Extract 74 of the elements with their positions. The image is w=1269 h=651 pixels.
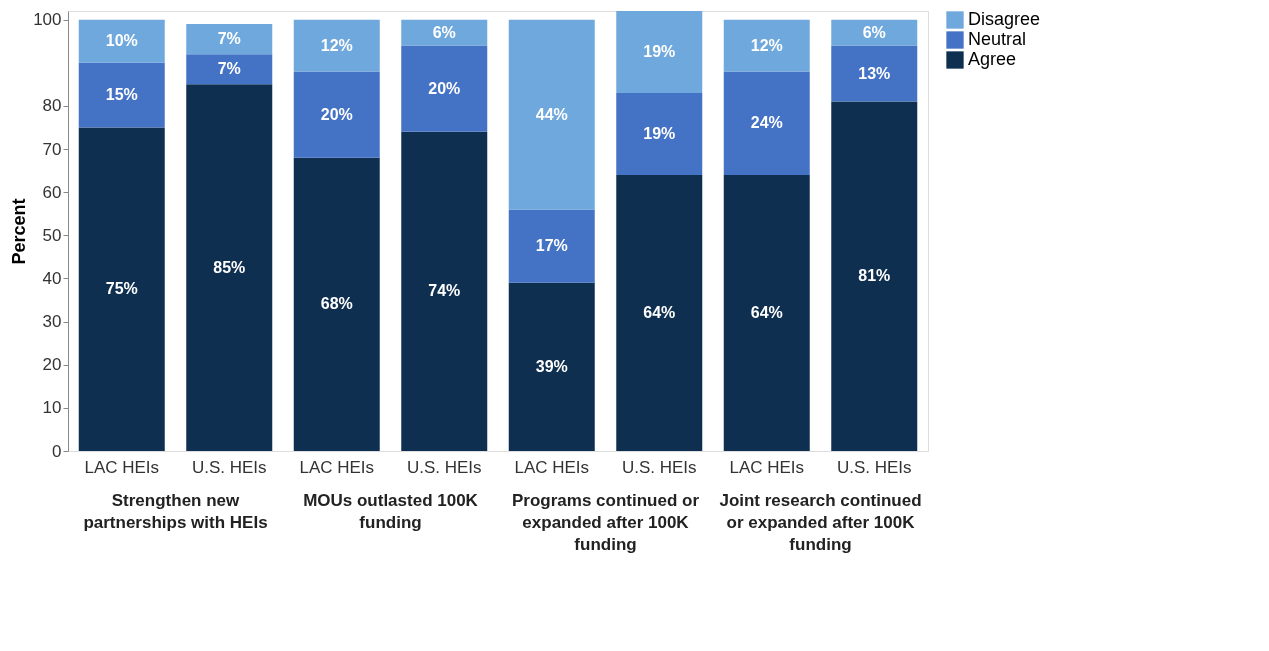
- data-label: 64%: [643, 303, 676, 321]
- x-tick-label: U.S. HEIs: [406, 457, 482, 477]
- bar: [616, 174, 703, 451]
- bar: [723, 19, 810, 72]
- text: Strengthen new partnerships with HEIs: [83, 491, 268, 532]
- data-label: 15%: [105, 86, 138, 104]
- data-label: 68%: [320, 295, 353, 313]
- bar: [508, 19, 595, 210]
- data-label: 81%: [858, 267, 891, 285]
- y-axis-title: Percent: [9, 198, 30, 265]
- text: MOUs outlasted 100K funding: [303, 491, 479, 532]
- bar: [831, 19, 918, 46]
- bar: [401, 19, 488, 46]
- x-tick-label: LAC HEIs: [84, 457, 160, 477]
- data-label: 20%: [320, 105, 353, 123]
- y-tick-label: 100: [33, 10, 62, 30]
- x-tick-label: LAC HEIs: [514, 457, 590, 477]
- bar: [616, 92, 703, 175]
- data-label: 19%: [643, 42, 676, 60]
- bar: [723, 174, 810, 451]
- data-label: 12%: [320, 36, 353, 54]
- data-label: 74%: [428, 282, 461, 300]
- bar: [508, 209, 595, 283]
- y-tick-label: 40: [42, 268, 62, 288]
- y-tick-label: 10: [42, 398, 62, 418]
- text: Joint research continued or expanded after 100K funding: [719, 491, 922, 554]
- data-label: 7%: [217, 30, 241, 48]
- bar: [78, 62, 165, 128]
- legend-label: Neutral: [968, 29, 1027, 49]
- data-label: 64%: [750, 303, 783, 321]
- bar: [186, 23, 273, 55]
- data-label: 85%: [213, 258, 246, 276]
- bar: [831, 45, 918, 102]
- bar: [186, 54, 273, 85]
- text: Programs continued or expanded after 100K funding: [511, 491, 700, 554]
- data-label: 19%: [643, 124, 676, 142]
- bar: [78, 19, 165, 63]
- x-tick-label: U.S. HEIs: [621, 457, 697, 477]
- data-label: 44%: [535, 105, 568, 123]
- y-tick-label: 30: [42, 312, 62, 332]
- data-label: 20%: [428, 79, 461, 97]
- data-label: 7%: [217, 60, 241, 78]
- data-label: 13%: [858, 64, 891, 82]
- bar: [831, 101, 918, 451]
- legend-label: Disagree: [968, 9, 1041, 29]
- bar: [293, 157, 380, 451]
- y-tick-label: 70: [42, 139, 62, 159]
- data-label: 10%: [105, 32, 138, 50]
- data-label: 6%: [862, 23, 886, 41]
- data-label: 75%: [105, 280, 138, 298]
- bar: [401, 131, 488, 451]
- bar: [508, 282, 595, 451]
- y-tick-label: 20: [42, 355, 62, 375]
- data-label: 17%: [535, 237, 568, 255]
- x-tick-label: U.S. HEIs: [836, 457, 912, 477]
- bar: [78, 127, 165, 451]
- legend-label: Agree: [968, 49, 1017, 69]
- bar: [723, 71, 810, 175]
- bar: [293, 19, 380, 72]
- y-tick-label: 50: [42, 225, 62, 245]
- y-tick-label: 60: [42, 182, 62, 202]
- data-label: 39%: [535, 357, 568, 375]
- bar: [401, 45, 488, 132]
- bar: [616, 11, 703, 93]
- y-tick-label: 0: [52, 441, 62, 461]
- x-tick-label: LAC HEIs: [299, 457, 375, 477]
- data-label: 6%: [432, 23, 456, 41]
- x-tick-label: LAC HEIs: [729, 457, 805, 477]
- bar: [186, 84, 273, 451]
- y-tick-label: 80: [42, 96, 62, 116]
- x-tick-label: U.S. HEIs: [191, 457, 267, 477]
- bar: [293, 71, 380, 158]
- data-label: 12%: [750, 36, 783, 54]
- data-label: 24%: [750, 114, 783, 132]
